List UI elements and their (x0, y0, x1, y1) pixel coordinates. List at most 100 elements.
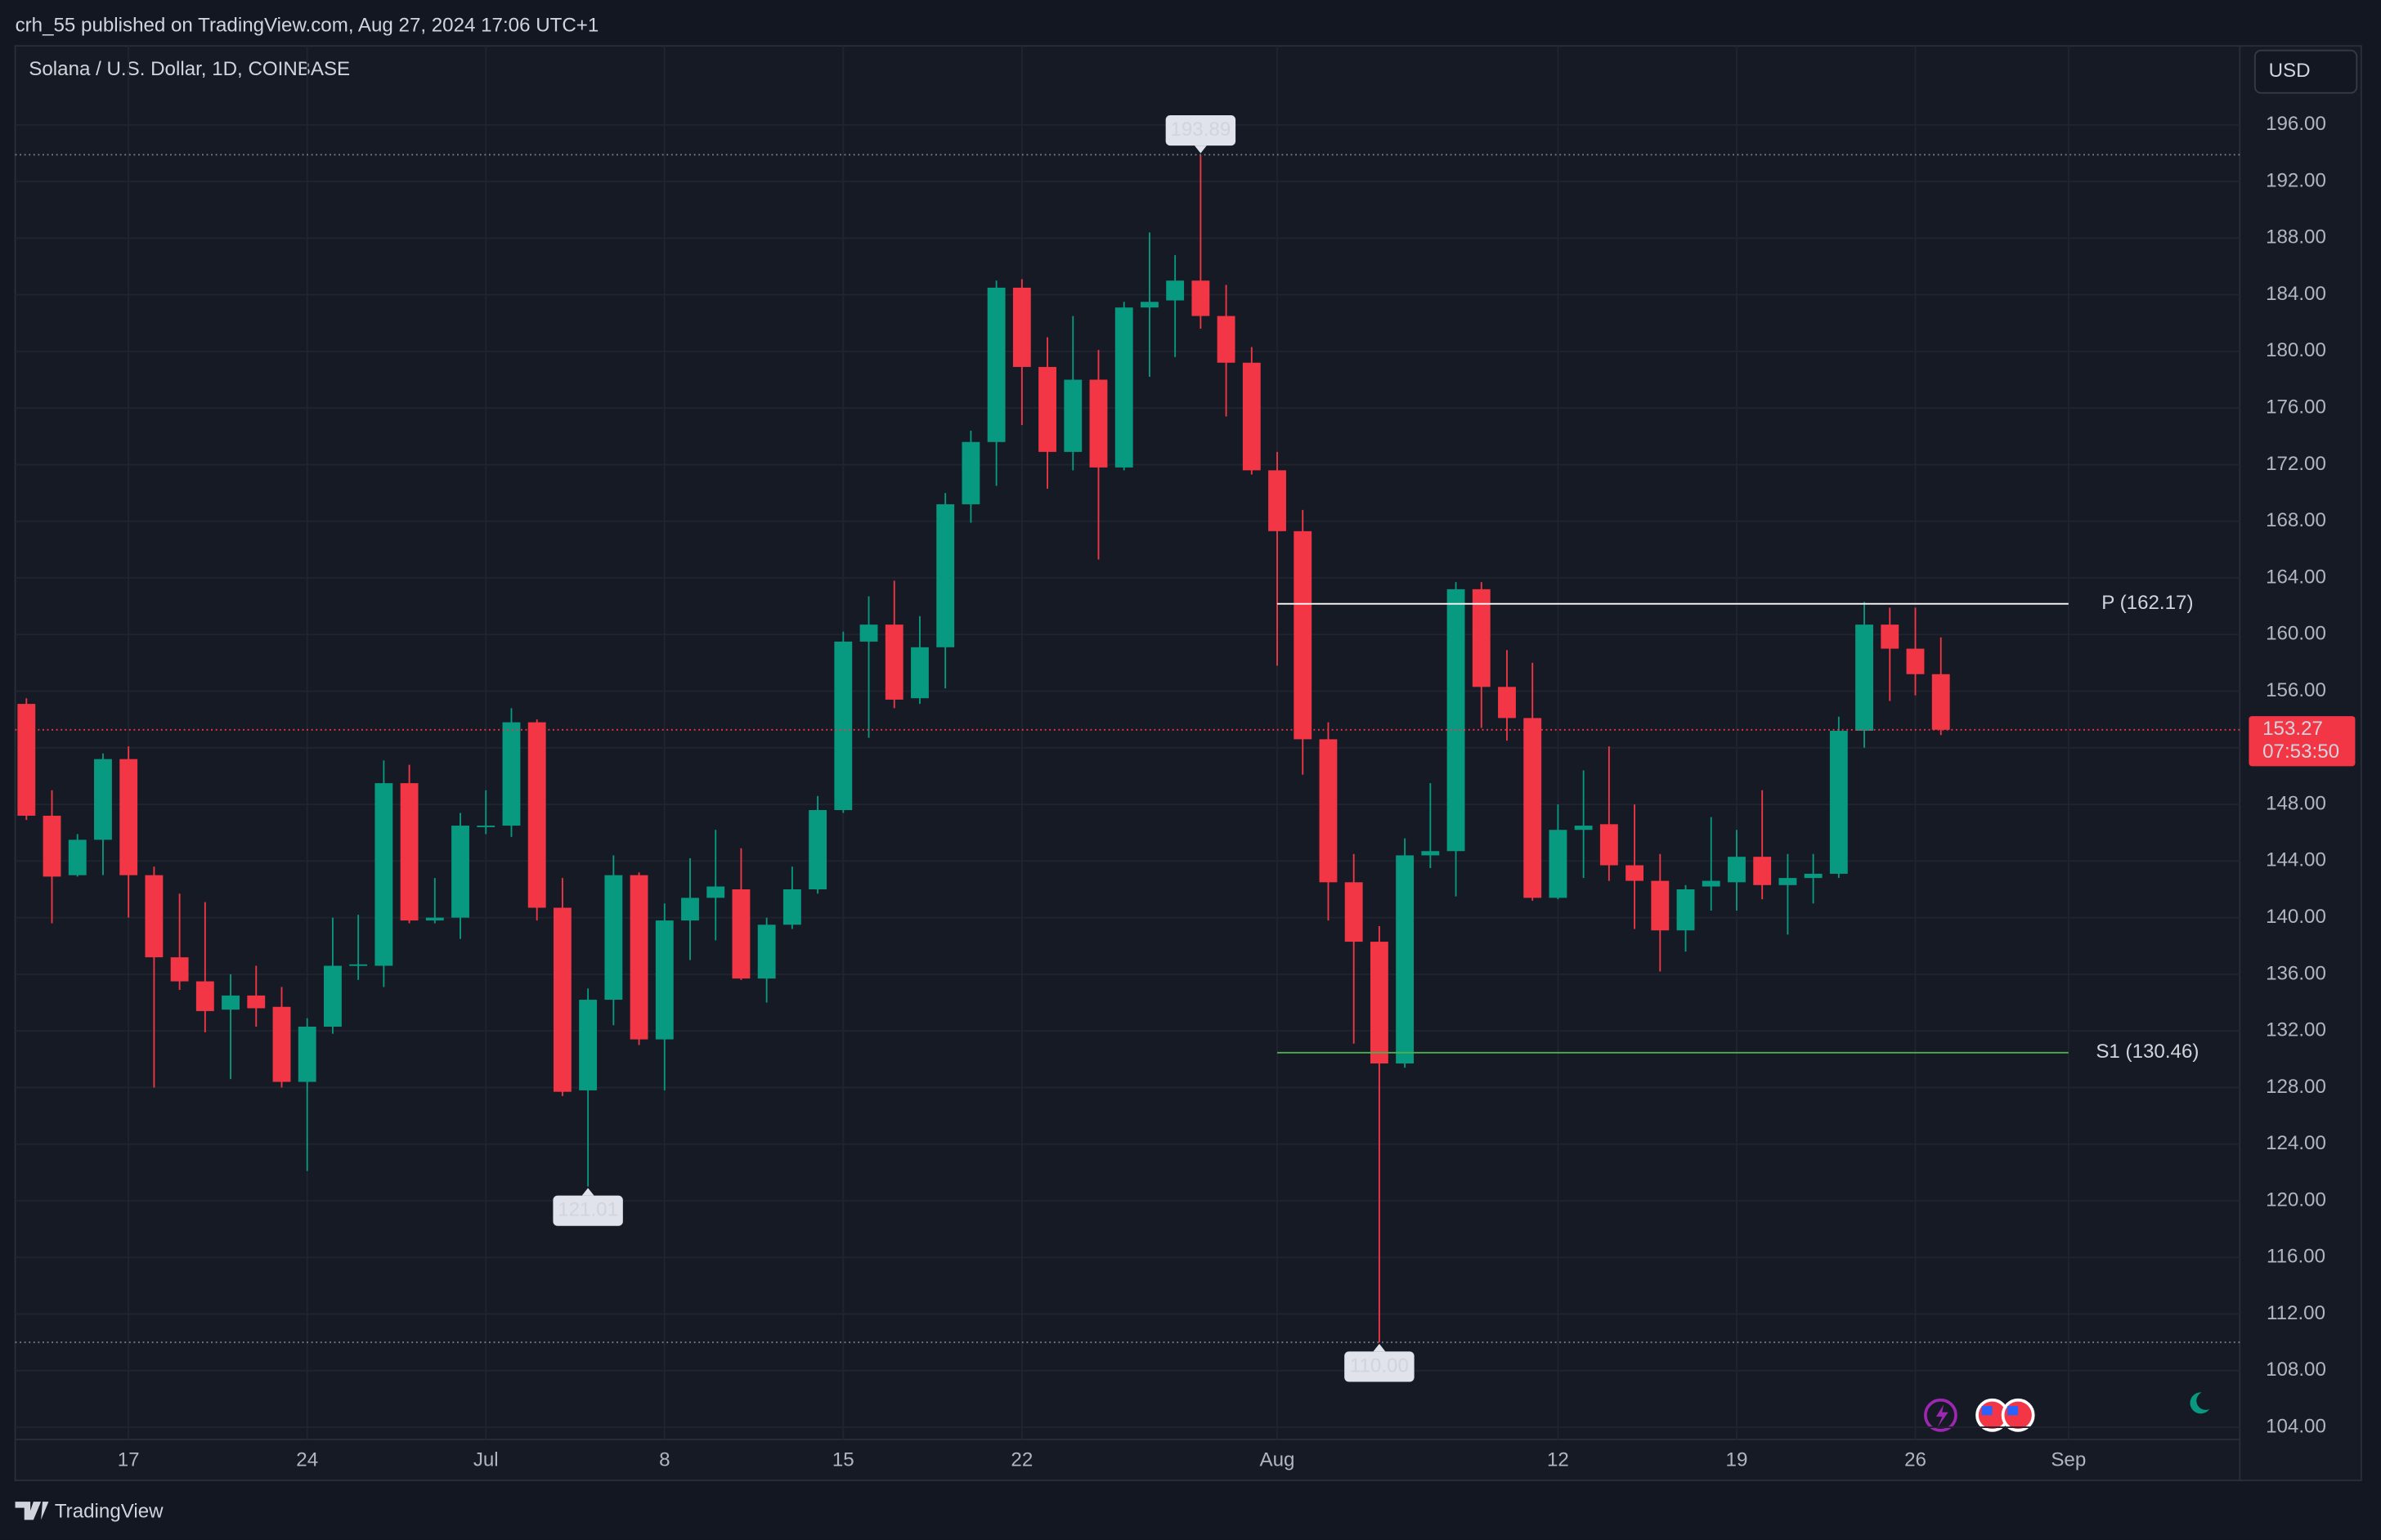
candle-body (1651, 880, 1670, 931)
x-tick-label: Sep (2051, 1448, 2086, 1471)
candle-body (1344, 882, 1363, 942)
y-tick-label: 192.00 (2266, 169, 2326, 191)
candle-body (1114, 307, 1133, 468)
y-tick-label: 172.00 (2266, 453, 2326, 475)
candle-body (477, 826, 495, 827)
session-icon (2190, 1392, 2210, 1414)
candle-body (1064, 379, 1083, 452)
candle-body (324, 965, 342, 1027)
y-tick-label: 116.00 (2267, 1246, 2325, 1268)
y-tick-label: 128.00 (2266, 1076, 2326, 1098)
candle-body (1012, 287, 1031, 367)
candle-body (1446, 589, 1465, 852)
candle-body (400, 783, 419, 921)
candle-body (706, 886, 725, 898)
y-tick-label: 124.00 (2266, 1132, 2326, 1154)
candle-body (1778, 878, 1797, 885)
candle-body (119, 759, 138, 875)
y-tick-label: 144.00 (2266, 849, 2326, 871)
candle-body (834, 641, 853, 811)
y-tick-label: 108.00 (2266, 1359, 2326, 1381)
x-tick-label: 17 (118, 1448, 140, 1471)
candle-body (1549, 830, 1567, 898)
y-tick-label: 104.00 (2266, 1415, 2326, 1437)
brand-name: TradingView (55, 1501, 164, 1523)
flag-canton (2007, 1406, 2019, 1416)
candle-body (527, 722, 546, 908)
pivot-label: S1 (130.46) (2096, 1041, 2199, 1063)
x-tick-label: 8 (659, 1448, 670, 1471)
candle-body (425, 917, 444, 921)
candle-body (1191, 280, 1210, 316)
y-tick-label: 184.00 (2266, 283, 2326, 305)
candle-body (170, 957, 189, 982)
candle-body (1931, 674, 1950, 730)
candle-body (1370, 942, 1388, 1064)
y-tick-label: 132.00 (2266, 1019, 2326, 1041)
candle-body (17, 704, 36, 816)
pivot-label: P (162.17) (2101, 592, 2193, 614)
price-tag (553, 1195, 623, 1226)
candle-body (1728, 857, 1746, 883)
candle-body (1804, 873, 1823, 879)
candle-body (502, 722, 521, 826)
chart-frame (14, 45, 2362, 1482)
x-tick-label: Jul (473, 1448, 499, 1471)
indicator-icons (1924, 1392, 2210, 1432)
y-tick-label: 188.00 (2266, 226, 2326, 248)
candle-body (1523, 718, 1542, 898)
candle-body (1829, 731, 1848, 874)
candle-body (374, 783, 393, 966)
candle-body (1625, 865, 1644, 881)
y-tick-label: 120.00 (2266, 1189, 2326, 1211)
x-tick-label: 15 (832, 1448, 854, 1471)
candle-body (1166, 280, 1185, 301)
candle-body (604, 875, 623, 1001)
candle-body (1574, 826, 1593, 830)
publish-info: crh_55 published on TradingView.com, Aug… (16, 14, 599, 36)
candle-body (885, 625, 904, 700)
candle-body (1676, 889, 1695, 931)
price-tag-pointer (1194, 145, 1207, 154)
candle-body (962, 441, 980, 504)
candle-body (1268, 470, 1286, 531)
candle-body (681, 898, 699, 921)
candle-body (451, 826, 469, 918)
candle-body (1855, 625, 1873, 732)
candle-body (1906, 648, 1925, 674)
candle-body (1089, 379, 1108, 468)
candle-body (247, 995, 266, 1009)
candle-body (1472, 589, 1491, 687)
currency-button[interactable] (2253, 49, 2358, 94)
price-tag-label: 121.01 (558, 1199, 618, 1221)
price-tag-pointer (581, 1188, 594, 1196)
candle-body (630, 875, 648, 1040)
candle-body (1319, 739, 1338, 883)
y-tick-label: 136.00 (2266, 962, 2326, 984)
candle-body (1599, 824, 1618, 866)
candle-body (195, 981, 214, 1011)
candle-body (349, 964, 368, 966)
y-tick-label: 156.00 (2266, 679, 2326, 701)
candle-body (298, 1026, 316, 1082)
candle-body (1498, 687, 1516, 719)
candle-body (1038, 366, 1056, 452)
candle-body (553, 907, 572, 1092)
candle-body (1753, 857, 1772, 885)
candle-body (1421, 851, 1440, 856)
x-tick-label: Aug (1260, 1448, 1295, 1471)
candle-body (782, 889, 801, 925)
candle-body (987, 287, 1006, 442)
events-icon[interactable] (1924, 1398, 1957, 1432)
logo-mark (15, 1502, 49, 1520)
y-tick-label: 148.00 (2266, 792, 2326, 814)
y-tick-label: 164.00 (2266, 566, 2326, 588)
candle-body (272, 1006, 291, 1082)
candle-body (655, 920, 674, 1040)
currency-label[interactable]: USD (2269, 60, 2311, 82)
candle-body (936, 504, 955, 647)
chart-title: Solana / U.S. Dollar, 1D, COINBASE (29, 58, 350, 80)
y-tick-label: 196.00 (2266, 113, 2326, 135)
x-tick-label: 22 (1011, 1448, 1033, 1471)
